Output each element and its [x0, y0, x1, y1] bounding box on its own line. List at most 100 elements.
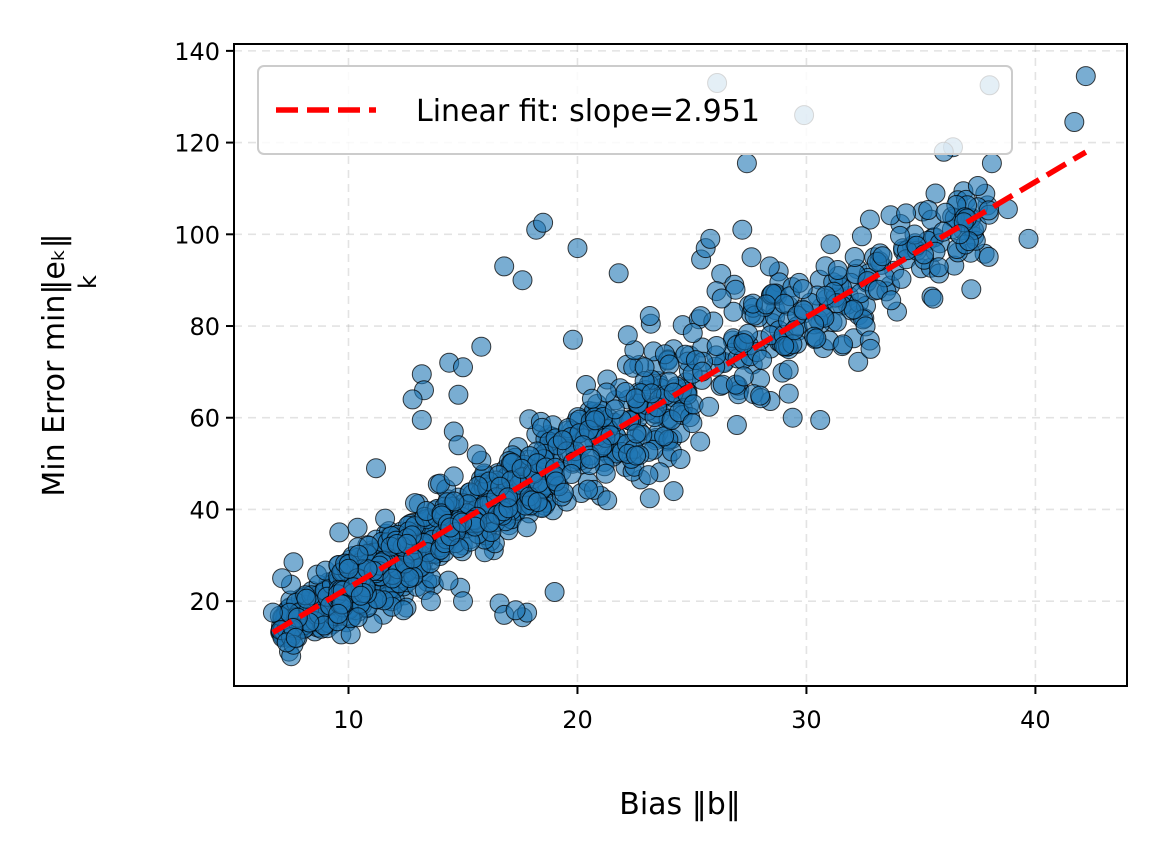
data-point — [815, 285, 836, 306]
data-point — [494, 256, 515, 277]
x-axis-title: Bias ‖b‖ — [619, 787, 741, 822]
data-point — [690, 431, 711, 452]
data-point — [382, 568, 403, 589]
x-tick-label: 40 — [1020, 706, 1051, 734]
data-point — [617, 325, 638, 346]
x-tick-label: 30 — [791, 706, 822, 734]
data-point — [453, 591, 473, 612]
data-point — [1064, 112, 1085, 132]
data-point — [896, 203, 917, 224]
data-point — [756, 294, 777, 315]
data-point — [638, 465, 659, 486]
data-point — [859, 209, 880, 230]
y-tick-label: 120 — [174, 130, 220, 158]
data-point — [967, 176, 988, 196]
data-point — [778, 383, 799, 404]
data-point — [448, 384, 469, 405]
data-point — [329, 522, 350, 543]
data-point — [626, 445, 647, 466]
data-point — [827, 260, 848, 280]
data-point — [553, 482, 574, 503]
axis-ticks: 10 20 30 40 20 40 60 80 100 120 140 — [174, 38, 1050, 734]
data-point — [444, 491, 465, 512]
data-point — [867, 279, 888, 300]
data-point — [736, 153, 757, 174]
data-point — [872, 246, 893, 267]
data-point — [350, 585, 371, 606]
data-point — [918, 200, 939, 220]
data-point — [544, 582, 565, 602]
data-point — [782, 407, 803, 428]
data-point — [843, 299, 864, 320]
scatter-points — [262, 66, 1096, 667]
data-point — [806, 328, 827, 349]
data-point — [608, 263, 629, 284]
data-point — [820, 234, 841, 255]
data-point — [891, 268, 912, 289]
data-point — [348, 544, 369, 565]
data-point — [682, 323, 703, 343]
data-point — [626, 423, 647, 444]
data-point — [700, 228, 721, 249]
y-axis-title: Min Error min‖eₖ‖ — [37, 233, 72, 496]
data-point — [848, 351, 869, 372]
data-point — [347, 607, 368, 628]
data-point — [639, 306, 660, 326]
data-point — [466, 444, 487, 465]
data-point — [581, 388, 602, 409]
data-point — [792, 279, 813, 300]
data-point — [533, 212, 554, 233]
data-point — [981, 153, 1002, 174]
data-point — [420, 591, 441, 612]
data-point — [733, 366, 754, 387]
data-point — [682, 413, 703, 434]
data-point — [604, 399, 625, 420]
data-point — [393, 600, 414, 621]
data-point — [732, 219, 753, 240]
data-point — [296, 588, 317, 609]
data-point — [641, 383, 662, 404]
y-tick-label: 20 — [189, 588, 220, 616]
x-tick-label: 20 — [562, 706, 593, 734]
data-point — [654, 426, 675, 447]
y-tick-label: 60 — [189, 405, 220, 433]
data-point — [925, 183, 946, 204]
data-point — [860, 338, 881, 359]
data-point — [733, 333, 754, 354]
data-point — [741, 247, 762, 268]
data-point — [328, 603, 349, 624]
data-point — [726, 415, 747, 435]
data-point — [690, 306, 711, 327]
data-point — [585, 410, 606, 431]
data-point — [285, 627, 306, 648]
y-tick-label: 80 — [189, 313, 220, 341]
data-point — [402, 389, 423, 410]
data-point — [262, 602, 283, 623]
data-point — [723, 301, 744, 322]
data-point — [890, 225, 910, 246]
data-point — [272, 568, 293, 589]
data-point — [928, 257, 949, 278]
data-point — [634, 357, 655, 378]
data-point — [438, 570, 459, 591]
data-point — [347, 517, 368, 538]
data-point — [479, 512, 500, 533]
data-point — [448, 435, 469, 456]
data-point — [752, 349, 773, 370]
data-point — [1018, 228, 1039, 249]
y-tick-label: 140 — [174, 38, 220, 66]
data-point — [935, 202, 956, 223]
data-point — [516, 517, 537, 538]
fit-line — [271, 149, 1088, 635]
data-point — [578, 479, 598, 500]
data-point — [778, 359, 799, 380]
legend-fit-label: Linear fit: slope=2.951 — [416, 94, 760, 129]
data-point — [562, 329, 583, 350]
data-point — [699, 396, 720, 417]
data-point — [978, 246, 999, 267]
data-point — [411, 410, 432, 430]
data-point — [511, 458, 532, 479]
data-point — [1075, 66, 1096, 87]
data-point — [833, 334, 854, 355]
